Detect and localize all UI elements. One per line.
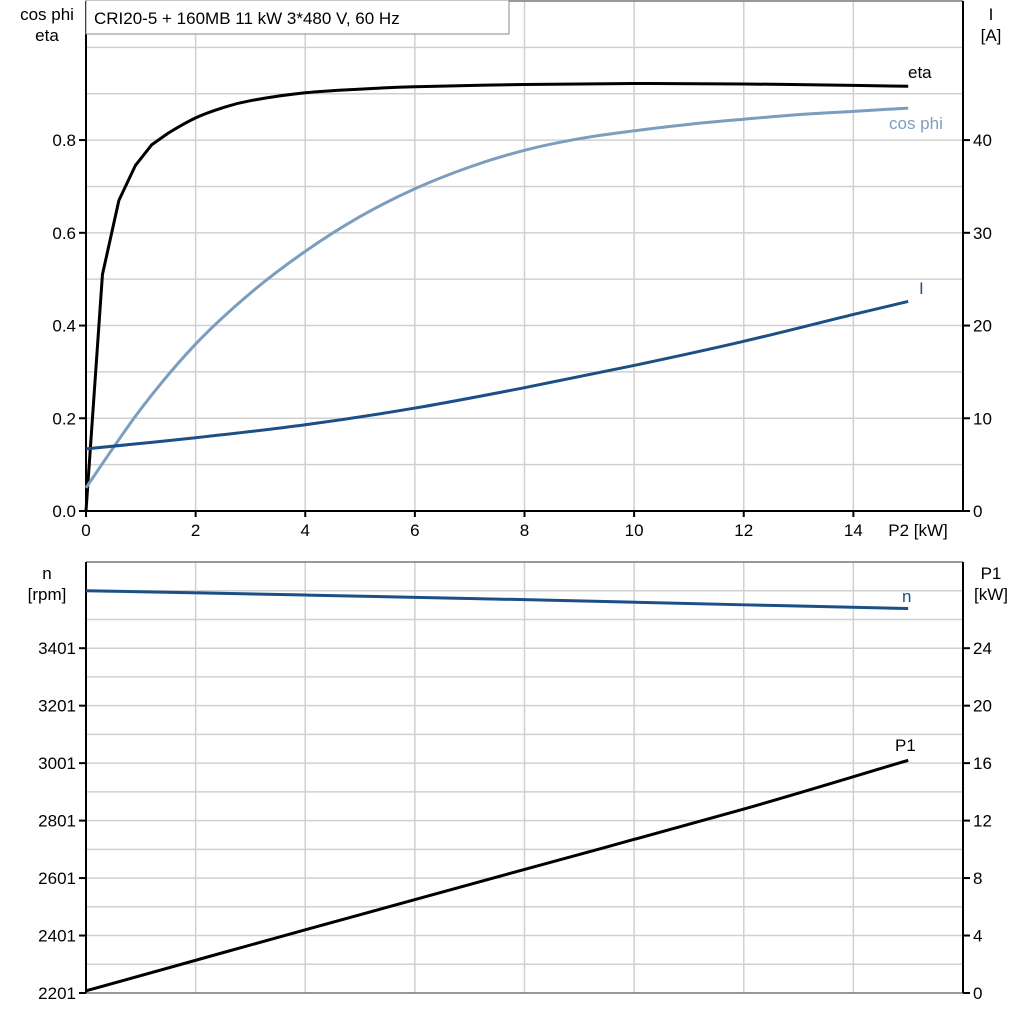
y-tick-label-left: 2801 — [38, 812, 76, 831]
y-tick-label-right: 24 — [973, 639, 992, 658]
x-tick-label: 2 — [191, 521, 200, 540]
y-axis-label-right: P1 — [981, 564, 1002, 583]
y-tick-label-left: 2201 — [38, 984, 76, 1003]
y-tick-label-left: 2401 — [38, 927, 76, 946]
x-tick-label: 0 — [81, 521, 90, 540]
y-tick-label-left: 3201 — [38, 697, 76, 716]
y-axis-label-right: [A] — [981, 26, 1002, 45]
y-tick-label-right: 16 — [973, 754, 992, 773]
y-tick-label-right: 30 — [973, 224, 992, 243]
y-axis-label-left: eta — [35, 26, 59, 45]
x-tick-label: 6 — [410, 521, 419, 540]
y-tick-label-left: 0.4 — [52, 317, 76, 336]
series-label-I: I — [919, 279, 924, 298]
series-label-cos-phi: cos phi — [889, 114, 943, 133]
series-line-n — [85, 589, 909, 611]
y-tick-label-right: 20 — [973, 697, 992, 716]
x-tick-label: 12 — [734, 521, 753, 540]
y-axis-label-left: n — [42, 564, 51, 583]
series-line-I — [85, 299, 909, 451]
title-box: CRI20-5 + 160MB 11 kW 3*480 V, 60 Hz — [85, 0, 510, 35]
y-tick-label-right: 4 — [973, 927, 982, 946]
y-tick-label-left: 0.8 — [52, 131, 76, 150]
y-axis-label-left: [rpm] — [28, 585, 67, 604]
x-tick-label: 4 — [301, 521, 310, 540]
series-label-eta: eta — [908, 63, 932, 82]
y-tick-label-right: 8 — [973, 869, 982, 888]
series-label-n: n — [902, 587, 911, 606]
top-chart: 0.0 0.2 0.4 0.6 0.8 0 10 20 30 40 0 2 4 6 8 10 12 14 P2 [k… — [20, 0, 1002, 540]
y-tick-label-right: 0 — [973, 502, 982, 521]
y-axis-label-right: [kW] — [974, 585, 1008, 604]
y-axis-label-left: cos phi — [20, 5, 74, 24]
y-tick-label-left: 3401 — [38, 639, 76, 658]
series-line-cos-phi — [84, 106, 909, 489]
y-tick-label-right: 20 — [973, 317, 992, 336]
y-tick-label-left: 0.0 — [52, 502, 76, 521]
bottom-chart: 2201 2401 2601 2801 3001 3201 3401 0 4 8 12 16 20 24 n… — [28, 561, 1008, 1003]
y-tick-label-left: 3001 — [38, 754, 76, 773]
y-tick-label-right: 12 — [973, 812, 992, 831]
series-line-P1 — [85, 758, 909, 993]
series-label-P1: P1 — [895, 736, 916, 755]
x-tick-label: 14 — [844, 521, 863, 540]
y-tick-label-left: 2601 — [38, 869, 76, 888]
y-tick-label-left: 0.6 — [52, 224, 76, 243]
x-tick-label: 8 — [520, 521, 529, 540]
chart-title: CRI20-5 + 160MB 11 kW 3*480 V, 60 Hz — [94, 9, 400, 28]
y-tick-label-right: 0 — [973, 984, 982, 1003]
series-line-eta — [84, 82, 909, 512]
y-tick-label-left: 0.2 — [52, 409, 76, 428]
y-tick-label-right: 10 — [973, 409, 992, 428]
y-axis-label-right: I — [989, 5, 994, 24]
x-tick-label: 10 — [625, 521, 644, 540]
y-tick-label-right: 40 — [973, 131, 992, 150]
x-axis-label: P2 [kW] — [888, 521, 948, 540]
